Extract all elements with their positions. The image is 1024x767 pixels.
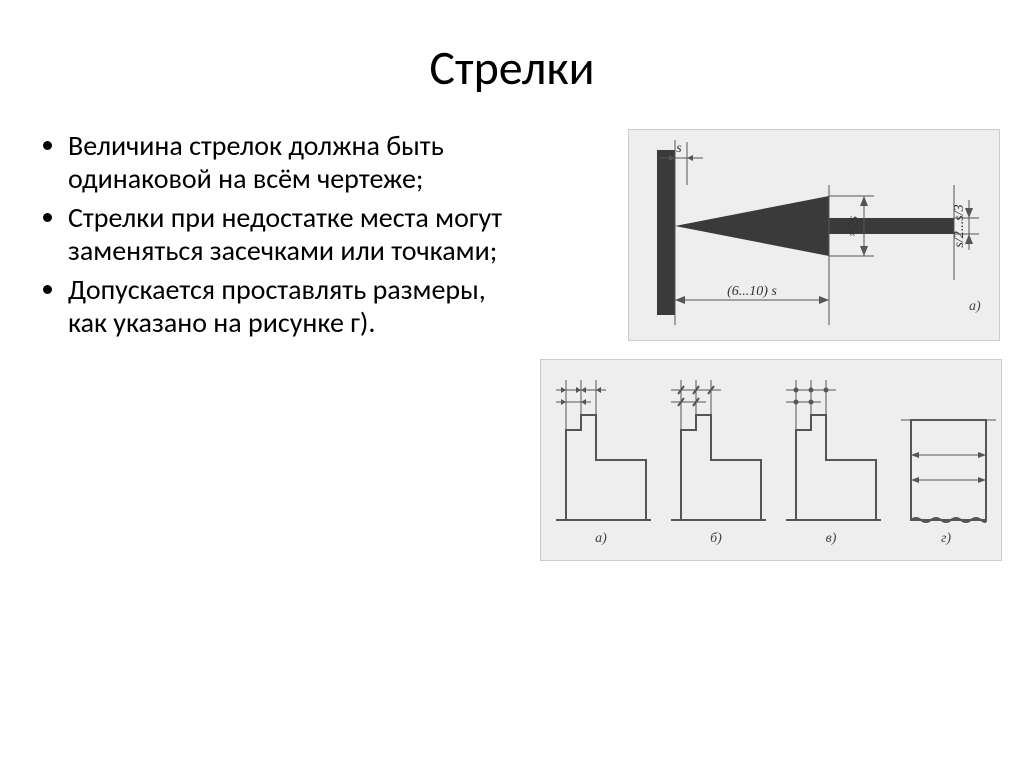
arrowhead-svg: s xyxy=(629,130,999,340)
variants-svg: а) xyxy=(541,360,1001,560)
bullet-item: Допускается проставлять размеры, как ука… xyxy=(68,273,520,339)
svg-text:а): а) xyxy=(595,531,607,546)
svg-text:в): в) xyxy=(826,531,837,546)
figure-top-label: а) xyxy=(969,299,981,314)
svg-text:г): г) xyxy=(941,531,951,546)
text-column: Величина стрелок должна быть одинаковой … xyxy=(40,129,540,561)
bullet-list: Величина стрелок должна быть одинаковой … xyxy=(40,129,520,339)
svg-text:≈2s: ≈2s xyxy=(846,215,861,236)
svg-text:s/2...s/3: s/2...s/3 xyxy=(952,204,967,247)
wall xyxy=(657,150,675,315)
svg-text:(6...10) s: (6...10) s xyxy=(727,284,777,299)
bullet-item: Стрелки при недостатке места могут замен… xyxy=(68,201,520,267)
svg-text:б): б) xyxy=(710,531,722,546)
content-row: Величина стрелок должна быть одинаковой … xyxy=(0,129,1024,561)
figure-arrowhead: s xyxy=(628,129,1000,341)
slide: Стрелки Величина стрелок должна быть оди… xyxy=(0,0,1024,767)
svg-text:s: s xyxy=(676,141,682,156)
figure-variants: а) xyxy=(540,359,1002,561)
page-title: Стрелки xyxy=(0,0,1024,109)
bullet-item: Величина стрелок должна быть одинаковой … xyxy=(68,129,520,195)
figure-column: s xyxy=(540,129,1000,561)
